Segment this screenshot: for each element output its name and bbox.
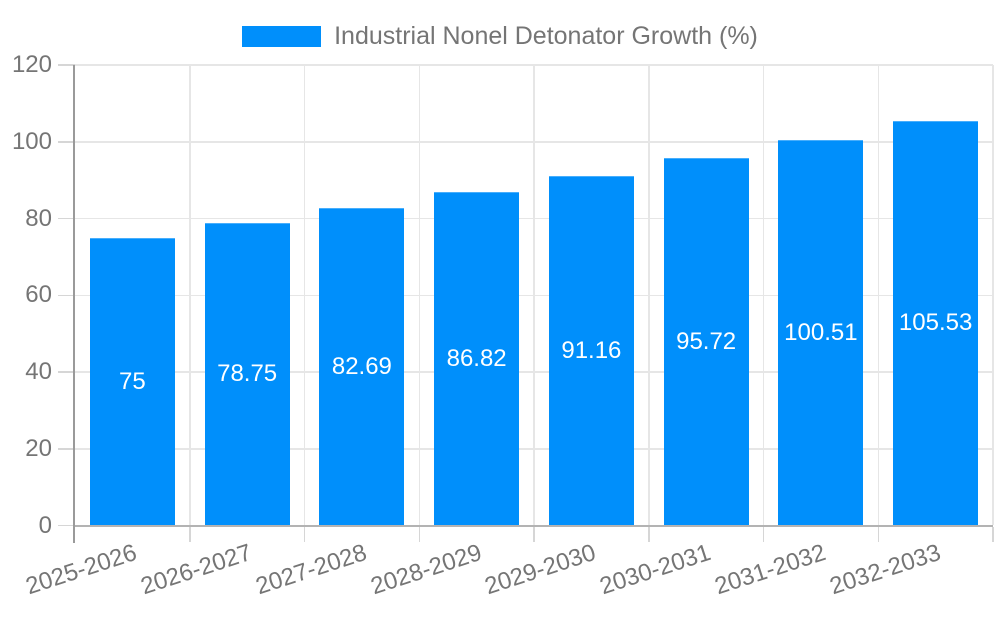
legend[interactable]: Industrial Nonel Detonator Growth (%) [0,22,1000,51]
y-axis-label: 120 [11,51,52,78]
bar[interactable] [319,208,405,526]
y-axis-label: 20 [25,434,52,462]
y-axis-label: 60 [25,281,52,309]
gridline-vertical [418,65,420,525]
legend-label: Industrial Nonel Detonator Growth (%) [334,22,758,50]
y-axis-label: 100 [11,127,52,155]
y-axis-label: 80 [25,204,52,232]
y-axis-tick [58,294,75,296]
y-axis-line [72,65,75,543]
bar[interactable] [204,223,290,526]
gridline-vertical [992,65,994,525]
gridline-vertical [877,65,879,525]
bar[interactable] [548,175,634,526]
y-axis-tick [58,524,75,527]
x-axis-tick [877,527,879,542]
bar[interactable] [663,158,749,526]
y-axis-tick [58,64,75,66]
legend-swatch [242,26,322,47]
gridline-vertical [762,65,765,525]
x-axis-tick [303,527,306,542]
bar[interactable] [778,139,864,526]
y-axis-label: 0 [38,511,52,539]
y-axis-tick [58,371,75,373]
x-axis-tick [418,527,420,542]
gridline-vertical [303,65,306,525]
bar[interactable] [893,120,979,526]
bar[interactable] [89,237,175,526]
x-axis-tick [762,527,765,542]
gridline-vertical [189,65,191,525]
bar[interactable] [434,192,520,526]
x-axis-tick [648,527,650,542]
y-axis-tick [58,141,75,143]
x-axis-line [75,524,993,527]
y-axis-label: 40 [25,358,52,385]
gridline-vertical [648,65,650,525]
x-axis-tick [533,527,535,542]
bar-chart: Industrial Nonel Detonator Growth (%) 75… [0,22,1000,601]
y-axis-tick [58,217,75,220]
gridline-vertical [533,65,535,525]
y-axis-tick [58,448,75,450]
x-axis-tick [992,527,994,542]
x-axis-tick [189,527,191,542]
